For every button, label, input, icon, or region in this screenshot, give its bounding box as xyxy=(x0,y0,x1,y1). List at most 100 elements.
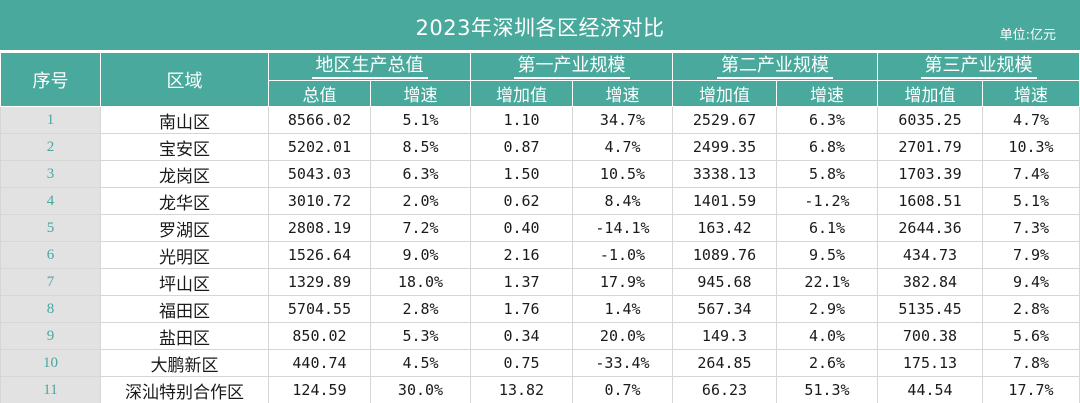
value-cell[interactable]: 0.34 xyxy=(470,322,573,350)
region-cell[interactable]: 福田区 xyxy=(100,295,269,323)
header-index[interactable]: 序号 xyxy=(0,52,101,107)
row-index-cell[interactable]: 10 xyxy=(0,349,101,377)
value-cell[interactable]: 1526.64 xyxy=(268,241,371,269)
row-index-cell[interactable]: 5 xyxy=(0,214,101,242)
value-cell[interactable]: 22.1% xyxy=(776,268,878,296)
row-index-cell[interactable]: 8 xyxy=(0,295,101,323)
row-index-cell[interactable]: 11 xyxy=(0,376,101,403)
value-cell[interactable]: 44.54 xyxy=(877,376,983,403)
header-group-secondary[interactable]: 第二产业规模 xyxy=(672,52,878,81)
region-cell[interactable]: 坪山区 xyxy=(100,268,269,296)
value-cell[interactable]: 6.3% xyxy=(776,106,878,134)
value-cell[interactable]: 2499.35 xyxy=(672,133,777,161)
header-sub[interactable]: 增加值 xyxy=(877,80,983,107)
value-cell[interactable]: 7.9% xyxy=(982,241,1080,269)
value-cell[interactable]: 17.7% xyxy=(982,376,1080,403)
region-cell[interactable]: 大鹏新区 xyxy=(100,349,269,377)
value-cell[interactable]: 7.2% xyxy=(370,214,471,242)
value-cell[interactable]: 382.84 xyxy=(877,268,983,296)
value-cell[interactable]: 2.8% xyxy=(370,295,471,323)
value-cell[interactable]: 2808.19 xyxy=(268,214,371,242)
value-cell[interactable]: 30.0% xyxy=(370,376,471,403)
value-cell[interactable]: 8.5% xyxy=(370,133,471,161)
header-sub[interactable]: 增加值 xyxy=(470,80,573,107)
value-cell[interactable]: 945.68 xyxy=(672,268,777,296)
value-cell[interactable]: 5704.55 xyxy=(268,295,371,323)
value-cell[interactable]: 2701.79 xyxy=(877,133,983,161)
value-cell[interactable]: 6035.25 xyxy=(877,106,983,134)
value-cell[interactable]: 5.3% xyxy=(370,322,471,350)
value-cell[interactable]: 700.38 xyxy=(877,322,983,350)
value-cell[interactable]: 4.7% xyxy=(982,106,1080,134)
value-cell[interactable]: 149.3 xyxy=(672,322,777,350)
value-cell[interactable]: 0.40 xyxy=(470,214,573,242)
value-cell[interactable]: 5135.45 xyxy=(877,295,983,323)
value-cell[interactable]: 5202.01 xyxy=(268,133,371,161)
row-index-cell[interactable]: 2 xyxy=(0,133,101,161)
value-cell[interactable]: 0.7% xyxy=(572,376,673,403)
value-cell[interactable]: 1089.76 xyxy=(672,241,777,269)
value-cell[interactable]: 5.6% xyxy=(982,322,1080,350)
value-cell[interactable]: 2644.36 xyxy=(877,214,983,242)
value-cell[interactable]: 9.4% xyxy=(982,268,1080,296)
region-cell[interactable]: 光明区 xyxy=(100,241,269,269)
region-cell[interactable]: 龙岗区 xyxy=(100,160,269,188)
value-cell[interactable]: 10.5% xyxy=(572,160,673,188)
header-sub[interactable]: 增加值 xyxy=(672,80,777,107)
value-cell[interactable]: 175.13 xyxy=(877,349,983,377)
value-cell[interactable]: -14.1% xyxy=(572,214,673,242)
value-cell[interactable]: 124.59 xyxy=(268,376,371,403)
value-cell[interactable]: 5.1% xyxy=(370,106,471,134)
row-index-cell[interactable]: 7 xyxy=(0,268,101,296)
value-cell[interactable]: 13.82 xyxy=(470,376,573,403)
region-cell[interactable]: 盐田区 xyxy=(100,322,269,350)
value-cell[interactable]: 7.8% xyxy=(982,349,1080,377)
header-sub[interactable]: 总值 xyxy=(268,80,371,107)
row-index-cell[interactable]: 3 xyxy=(0,160,101,188)
value-cell[interactable]: 10.3% xyxy=(982,133,1080,161)
value-cell[interactable]: 1.10 xyxy=(470,106,573,134)
value-cell[interactable]: 434.73 xyxy=(877,241,983,269)
value-cell[interactable]: -1.2% xyxy=(776,187,878,215)
value-cell[interactable]: 2.8% xyxy=(982,295,1080,323)
value-cell[interactable]: 5043.03 xyxy=(268,160,371,188)
value-cell[interactable]: 440.74 xyxy=(268,349,371,377)
value-cell[interactable]: 8.4% xyxy=(572,187,673,215)
value-cell[interactable]: 2.0% xyxy=(370,187,471,215)
value-cell[interactable]: 3338.13 xyxy=(672,160,777,188)
row-index-cell[interactable]: 4 xyxy=(0,187,101,215)
value-cell[interactable]: 2.16 xyxy=(470,241,573,269)
value-cell[interactable]: 1.4% xyxy=(572,295,673,323)
value-cell[interactable]: 5.8% xyxy=(776,160,878,188)
header-sub[interactable]: 增速 xyxy=(776,80,878,107)
header-region[interactable]: 区域 xyxy=(100,52,269,107)
value-cell[interactable]: 9.0% xyxy=(370,241,471,269)
value-cell[interactable]: 1703.39 xyxy=(877,160,983,188)
value-cell[interactable]: 1608.51 xyxy=(877,187,983,215)
value-cell[interactable]: 7.4% xyxy=(982,160,1080,188)
value-cell[interactable]: 1.37 xyxy=(470,268,573,296)
value-cell[interactable]: 4.5% xyxy=(370,349,471,377)
value-cell[interactable]: 6.8% xyxy=(776,133,878,161)
row-index-cell[interactable]: 9 xyxy=(0,322,101,350)
value-cell[interactable]: 5.1% xyxy=(982,187,1080,215)
value-cell[interactable]: 7.3% xyxy=(982,214,1080,242)
region-cell[interactable]: 宝安区 xyxy=(100,133,269,161)
value-cell[interactable]: 9.5% xyxy=(776,241,878,269)
value-cell[interactable]: -1.0% xyxy=(572,241,673,269)
value-cell[interactable]: 567.34 xyxy=(672,295,777,323)
value-cell[interactable]: 1329.89 xyxy=(268,268,371,296)
value-cell[interactable]: 0.75 xyxy=(470,349,573,377)
header-sub[interactable]: 增速 xyxy=(572,80,673,107)
region-cell[interactable]: 南山区 xyxy=(100,106,269,134)
value-cell[interactable]: 2.6% xyxy=(776,349,878,377)
region-cell[interactable]: 深汕特别合作区 xyxy=(100,376,269,403)
value-cell[interactable]: 1.76 xyxy=(470,295,573,323)
region-cell[interactable]: 罗湖区 xyxy=(100,214,269,242)
header-group-tertiary[interactable]: 第三产业规模 xyxy=(877,52,1080,81)
region-cell[interactable]: 龙华区 xyxy=(100,187,269,215)
value-cell[interactable]: 18.0% xyxy=(370,268,471,296)
value-cell[interactable]: 2.9% xyxy=(776,295,878,323)
value-cell[interactable]: 850.02 xyxy=(268,322,371,350)
value-cell[interactable]: 1.50 xyxy=(470,160,573,188)
